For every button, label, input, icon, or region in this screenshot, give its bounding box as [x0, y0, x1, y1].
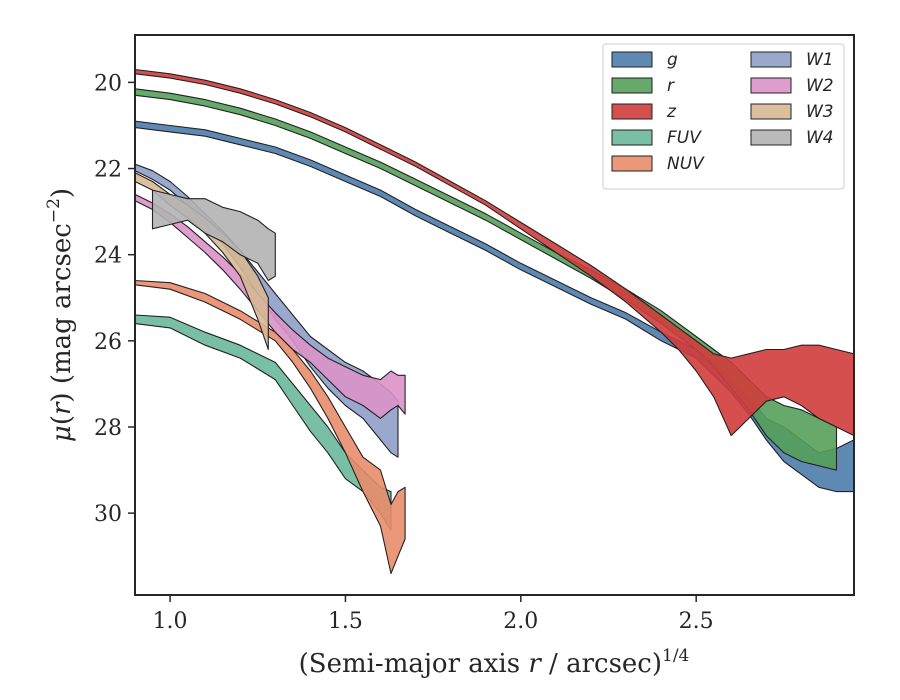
legend-label: g [667, 50, 678, 70]
y-tick-label: 30 [94, 502, 122, 527]
y-tick-label: 24 [94, 244, 122, 269]
band-z [135, 68, 854, 437]
y-tick-label: 28 [94, 416, 122, 441]
legend-item-fuv: FUV [611, 128, 702, 148]
legend-item-g: g [611, 50, 678, 70]
legend-label: W3 [806, 102, 834, 122]
legend-item-r: r [611, 76, 675, 96]
x-axis-label: (Semi-major axis r / arcsec)1/4 [299, 646, 690, 679]
legend-label: FUV [667, 128, 702, 148]
y-axis-label: μ(r) (mag arcsec−2) [44, 188, 77, 442]
legend-label: W4 [806, 128, 834, 148]
x-tick-label: 2.0 [503, 609, 538, 634]
legend-swatch [750, 77, 792, 94]
legend-swatch [611, 129, 653, 146]
legend-item-nuv: NUV [611, 154, 705, 174]
plot-frame [134, 34, 855, 596]
legend-item-w1: W1 [750, 50, 834, 70]
legend-label: W2 [806, 76, 834, 96]
x-axis-ticks: 1.0 1.5 2.0 2.5 [153, 595, 714, 634]
band-w4 [151, 189, 276, 282]
x-tick-label: 1.0 [153, 609, 188, 634]
legend-label: z [666, 102, 677, 122]
y-tick-label: 22 [94, 158, 122, 183]
legend: grz FUV NUV W1 W2 W3 W4 [602, 43, 845, 190]
legend-label: r [667, 76, 675, 96]
legend-swatch [750, 51, 792, 68]
band-r [135, 88, 838, 471]
legend-item-w3: W3 [750, 102, 834, 122]
legend-swatch [611, 103, 653, 120]
legend-swatch [750, 129, 792, 146]
legend-swatch [611, 51, 653, 68]
profile-bands [135, 68, 854, 575]
legend-label: W1 [806, 50, 834, 70]
y-axis-ticks: 20 22 24 26 28 30 [94, 71, 135, 527]
y-tick-label: 20 [94, 71, 122, 96]
band-g [135, 120, 854, 493]
y-tick-label: 26 [94, 330, 122, 355]
legend-item-w4: W4 [750, 128, 834, 148]
x-tick-label: 2.5 [679, 609, 714, 634]
legend-item-z: z [611, 102, 677, 122]
legend-swatch [611, 155, 653, 172]
legend-swatch [611, 77, 653, 94]
legend-item-w2: W2 [750, 76, 834, 96]
x-tick-label: 1.5 [328, 609, 363, 634]
legend-label: NUV [667, 154, 705, 174]
legend-swatch [750, 103, 792, 120]
